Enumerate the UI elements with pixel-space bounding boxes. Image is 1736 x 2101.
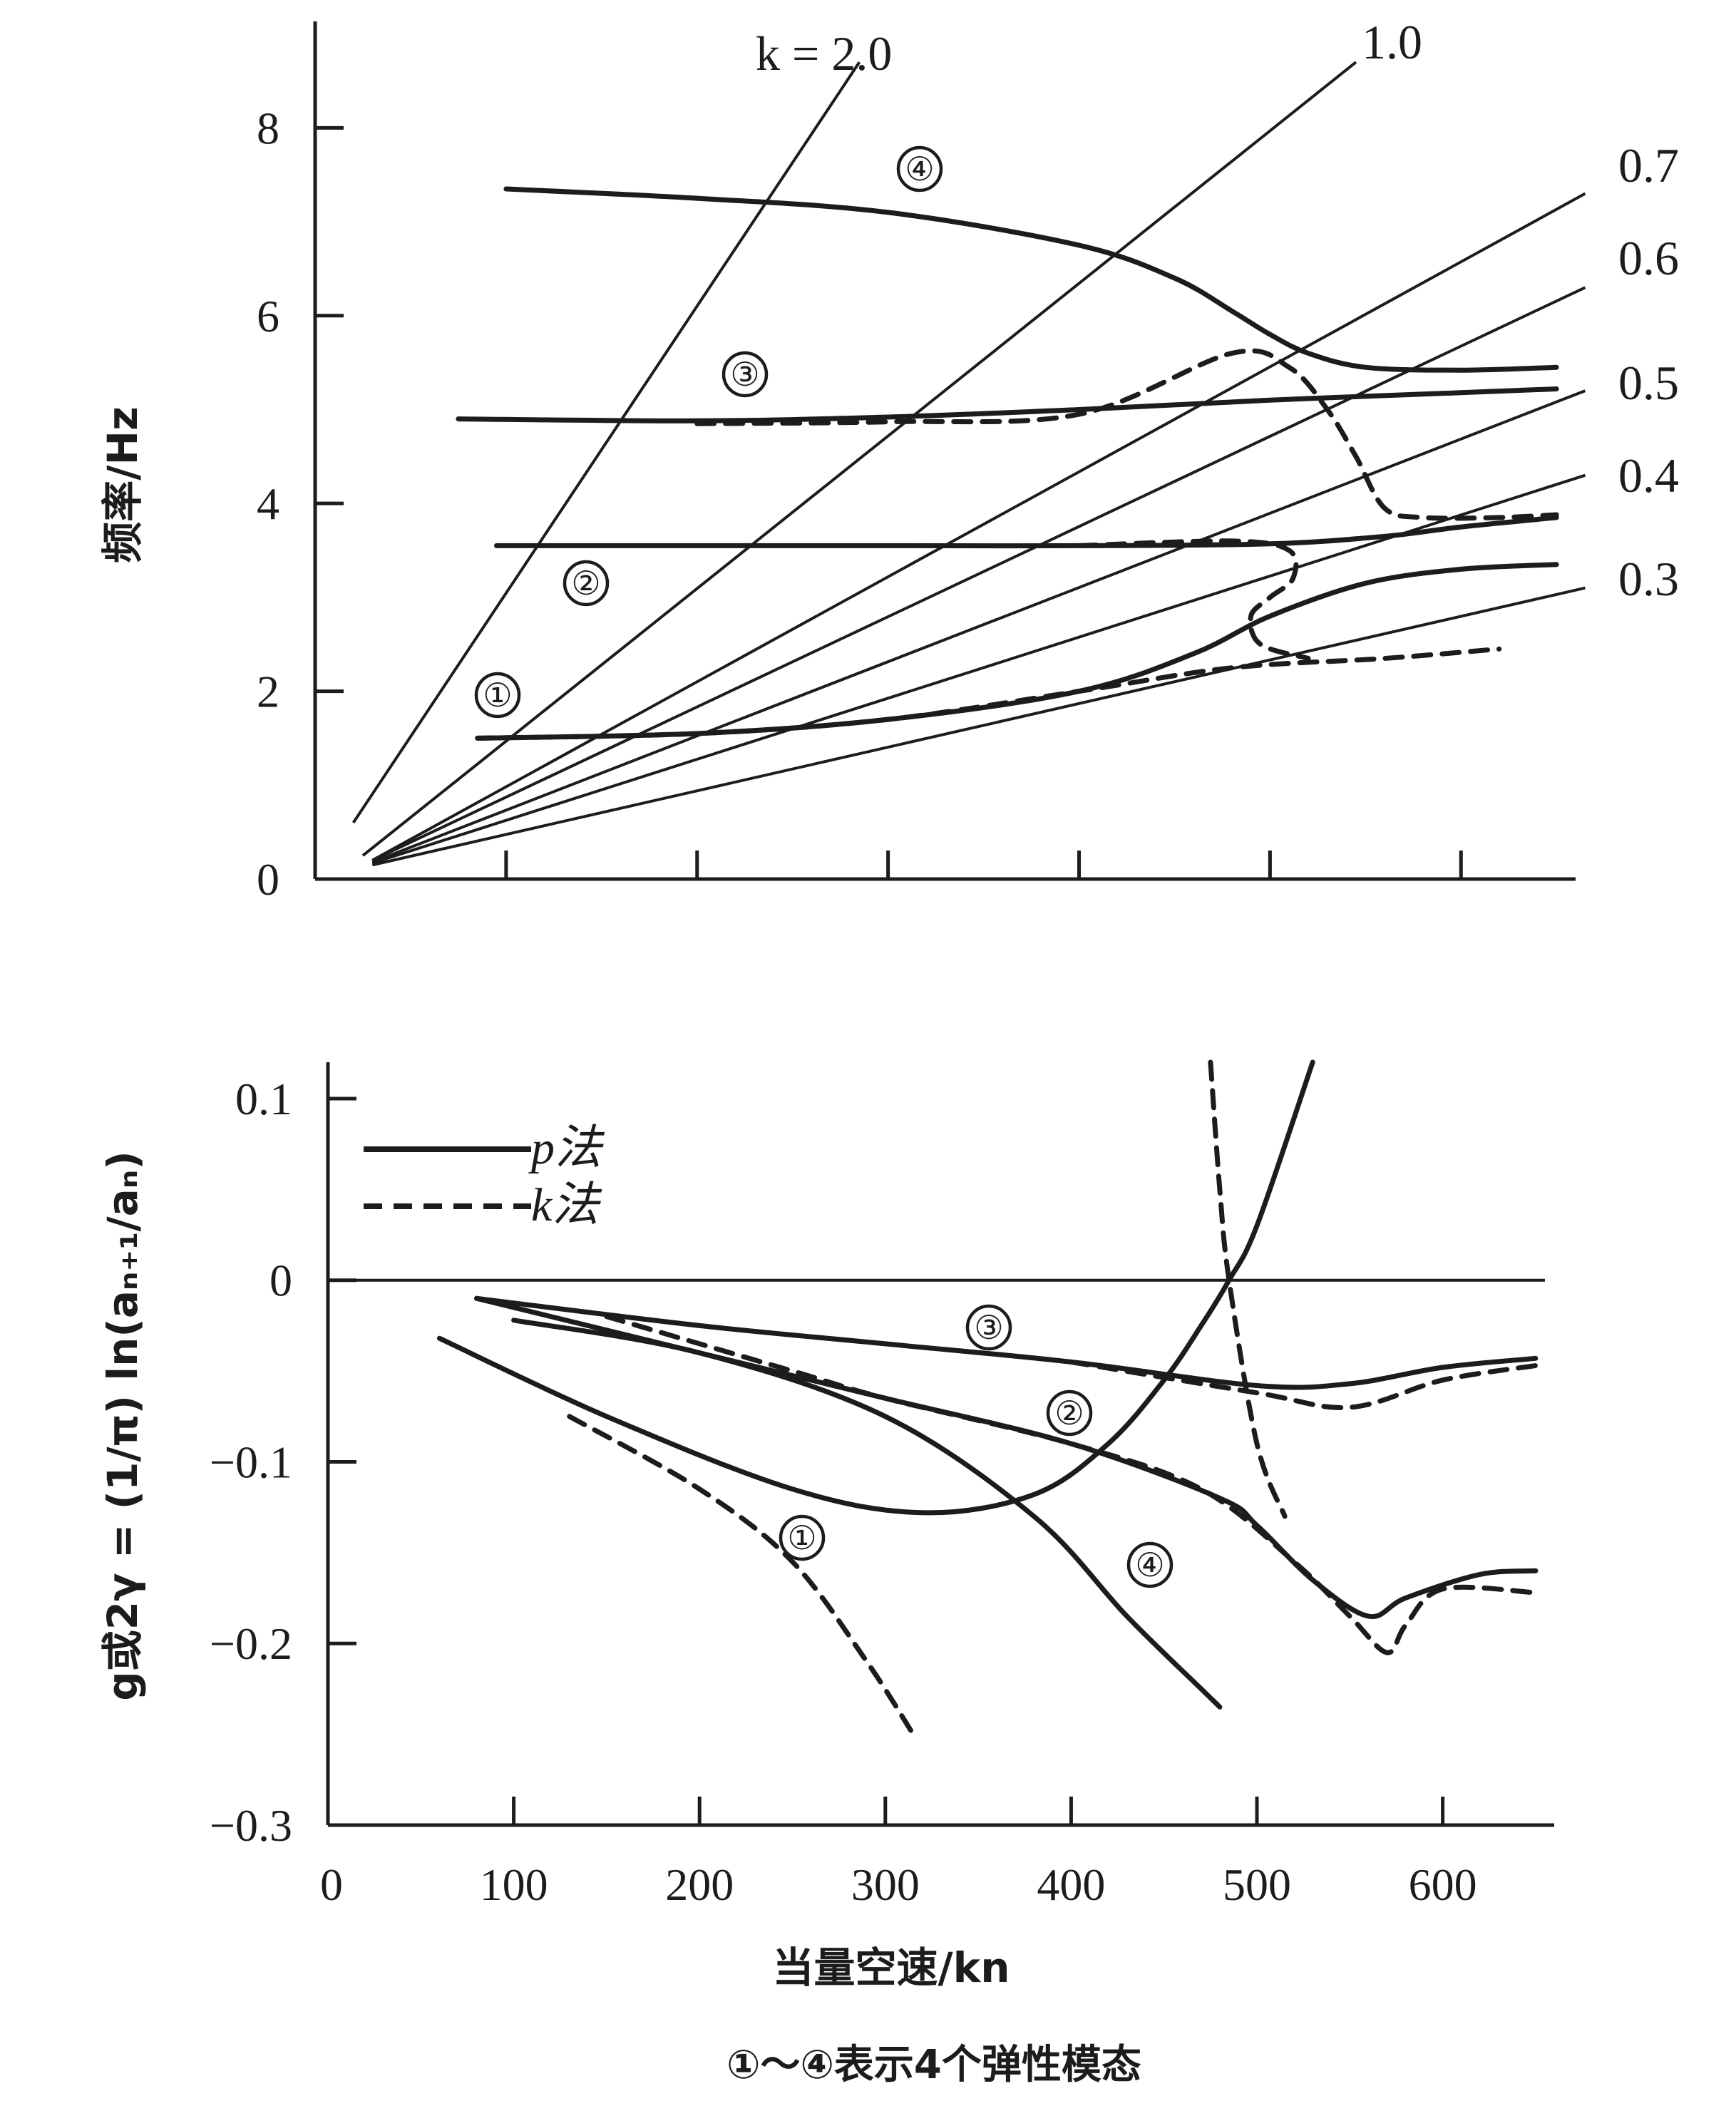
freq-mode-1-solid-curve — [503, 186, 1559, 373]
frequency-curves — [456, 186, 1559, 741]
damping-marker-4: ④ — [1126, 1541, 1173, 1588]
freq-marker-2-text: ② — [571, 565, 600, 602]
y-tick-label-2: 2 — [257, 667, 279, 717]
freq-marker-4: ④ — [896, 145, 943, 192]
damping-mode-4-dashed-curve — [604, 1314, 1539, 1655]
damping-mode-8-dashed-curve — [1208, 1059, 1288, 1519]
y-tick-label-0: 0 — [269, 1255, 292, 1306]
freq-marker-3: ③ — [721, 351, 769, 398]
damping-marker-4-circle — [1126, 1541, 1173, 1588]
x-axis-title: 当量空速/kn — [772, 1943, 1010, 1992]
damping-mode-7-solid-curve — [511, 1317, 1223, 1710]
y-tick-label-6: 6 — [257, 291, 279, 341]
k-line-label-0-3: 0.3 — [1618, 552, 1679, 606]
freq-marker-1: ① — [474, 672, 521, 719]
damping-curves — [436, 1059, 1539, 1737]
k-line-label-0-4: 0.4 — [1618, 448, 1679, 503]
k-line-0-3 — [371, 586, 1586, 867]
freq-marker-4-text: ④ — [905, 151, 934, 188]
reduced-frequency-lines — [351, 61, 1586, 867]
damping-mode-6-dashed-curve — [1068, 1359, 1539, 1410]
damping-axis-title: g或2γ = (1/π) ln(aₙ₊₁/aₙ) — [98, 1151, 147, 1701]
x-tick-label-300: 300 — [851, 1859, 920, 1910]
damping-marker-4-text: ④ — [1135, 1547, 1164, 1583]
y-tick-label-0: 0 — [257, 854, 279, 905]
damping-axes: 0.1 0 −0.1 −0.2 −0.3 0 100 200 300 400 500 600 — [210, 1062, 1554, 1910]
damping-labels: ③ ② ① ④ — [779, 1304, 1173, 1588]
damping-mode-2-dashed-curve — [567, 1414, 916, 1737]
damping-mode-5-solid-curve — [474, 1295, 1539, 1390]
y-tick-label--0-1: −0.1 — [210, 1437, 292, 1487]
freq-marker-2-circle — [563, 560, 610, 607]
frequency-axes: 0 2 4 6 8 — [257, 21, 1576, 905]
legend-k-method-label: k法 — [531, 1179, 602, 1231]
y-tick-label--0-3: −0.3 — [210, 1800, 292, 1851]
frequency-chart: 0 2 4 6 8 k = 2.0 1.0 0.7 0.6 0.5 0.4 0.3 ④ ③ ② ① 频率/H… — [98, 15, 1679, 905]
freq-mode-2-solid-curve — [456, 386, 1559, 423]
freq-marker-3-text: ③ — [730, 356, 759, 393]
k-line-label-0-7: 0.7 — [1618, 138, 1679, 192]
x-tick-label-400: 400 — [1037, 1859, 1105, 1910]
x-tick-label-200: 200 — [665, 1859, 734, 1910]
freq-mode-7-dashed-curve — [475, 646, 1502, 741]
x-tick-label-500: 500 — [1223, 1859, 1291, 1910]
freq-marker-1-text: ① — [483, 677, 512, 714]
y-tick-label-0-1: 0.1 — [235, 1074, 292, 1124]
damping-marker-3-circle — [965, 1304, 1012, 1351]
freq-mode-5-dashed-curve — [1077, 538, 1311, 661]
k-line-label-2: k = 2.0 — [756, 26, 892, 81]
damping-marker-3-text: ③ — [974, 1310, 1003, 1346]
freq-mode-3-dashed-curve — [694, 348, 1559, 521]
damping-marker-2-text: ② — [1054, 1395, 1084, 1432]
freq-marker-1-circle — [474, 672, 521, 719]
legend: p法 k法 — [364, 1122, 605, 1231]
damping-mode-3-solid-curve — [474, 1295, 1539, 1620]
x-tick-label-600: 600 — [1409, 1859, 1477, 1910]
freq-marker-3-circle — [721, 351, 769, 398]
k-line-0-4 — [371, 473, 1586, 865]
k-line-label-1: 1.0 — [1362, 15, 1422, 69]
damping-marker-3: ③ — [965, 1304, 1012, 1351]
damping-marker-1: ① — [779, 1514, 826, 1561]
y-tick-label--0-2: −0.2 — [210, 1618, 292, 1669]
freq-marker-2: ② — [563, 560, 610, 607]
damping-marker-1-circle — [779, 1514, 826, 1561]
frequency-labels: k = 2.0 1.0 0.7 0.6 0.5 0.4 0.3 ④ ③ ② ① — [474, 15, 1679, 719]
k-line-0-6 — [371, 286, 1586, 862]
y-tick-label-8: 8 — [257, 103, 279, 153]
damping-chart: 0.1 0 −0.1 −0.2 −0.3 0 100 200 300 400 500 600 ③ ② ① ④… — [98, 1059, 1554, 1910]
x-tick-label-0: 0 — [320, 1859, 343, 1910]
k-line-2 — [351, 61, 861, 824]
legend-p-method-label: p法 — [528, 1122, 605, 1174]
k-line-0-7 — [371, 192, 1586, 862]
k-line-label-0-6: 0.6 — [1618, 231, 1679, 285]
y-tick-label-4: 4 — [257, 478, 279, 529]
freq-mode-4-solid-curve — [494, 515, 1559, 549]
damping-mode-1-solid-curve — [436, 1059, 1315, 1516]
damping-marker-2-circle — [1046, 1389, 1093, 1437]
frequency-axis-title: 频率/Hz — [98, 406, 147, 563]
k-line-label-0-5: 0.5 — [1618, 356, 1679, 410]
figure-caption: ①～④表示4个弹性模态 — [726, 2042, 1141, 2088]
damping-marker-1-text: ① — [787, 1520, 816, 1556]
x-tick-label-100: 100 — [480, 1859, 548, 1910]
damping-marker-2: ② — [1046, 1389, 1093, 1437]
freq-marker-4-circle — [896, 145, 943, 192]
k-line-1 — [361, 61, 1357, 857]
k-line-0-5 — [371, 389, 1586, 864]
